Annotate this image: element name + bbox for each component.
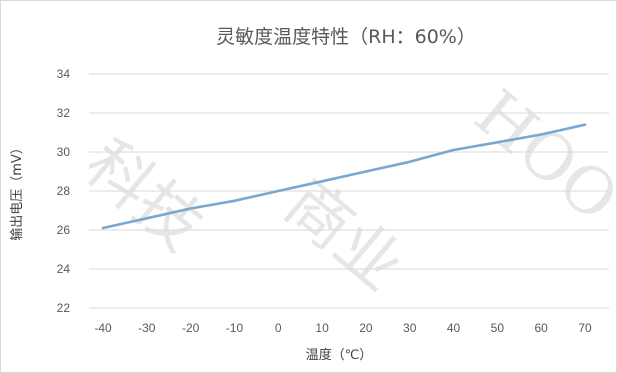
data-point	[408, 160, 411, 163]
x-tick-label: 0	[275, 321, 282, 335]
data-point	[277, 189, 280, 193]
x-tick-label: 30	[403, 321, 417, 335]
y-tick-label: 28	[57, 184, 71, 198]
data-point	[583, 123, 587, 126]
data-point	[145, 217, 149, 220]
data-point	[496, 141, 499, 144]
y-tick-label: 24	[57, 262, 71, 276]
y-tick-labels: 22 24 26 28 30 32 34	[57, 67, 71, 315]
data-point	[233, 199, 236, 202]
series-layer	[101, 123, 587, 230]
y-tick-label: 32	[57, 106, 71, 120]
data-point	[364, 170, 368, 173]
y-axis-title: 输出电压（mV）	[9, 141, 25, 241]
x-tick-label: 10	[315, 321, 329, 335]
svg-text:HOO: HOO	[461, 77, 616, 237]
y-tick-label: 26	[57, 223, 71, 237]
data-point	[320, 180, 324, 183]
x-tick-label: -10	[226, 321, 244, 335]
x-tick-labels: -40 -30 -20 -10 0 10 20 30 40 50 60 70	[94, 321, 592, 335]
x-tick-label: -30	[138, 321, 156, 335]
x-axis-title: 温度（℃）	[306, 347, 373, 363]
x-tick-label: 70	[578, 321, 592, 335]
series-line-0	[101, 123, 587, 230]
y-tick-label: 30	[57, 145, 71, 159]
data-point	[452, 148, 455, 152]
x-tick-label: 50	[491, 321, 505, 335]
x-tick-label: 60	[535, 321, 549, 335]
data-point	[539, 133, 543, 136]
x-tick-label: -40	[94, 321, 112, 335]
svg-text:科技: 科技	[71, 127, 217, 266]
x-tick-label: 40	[447, 321, 461, 335]
data-point	[101, 226, 105, 230]
x-tick-label: 20	[359, 321, 373, 335]
data-point	[189, 207, 192, 210]
gridlines	[89, 73, 609, 309]
y-tick-label: 22	[57, 301, 71, 315]
y-tick-label: 34	[57, 67, 71, 81]
x-tick-label: -20	[182, 321, 200, 335]
chart-title: 灵敏度温度特性（RH：60%）	[216, 26, 476, 48]
